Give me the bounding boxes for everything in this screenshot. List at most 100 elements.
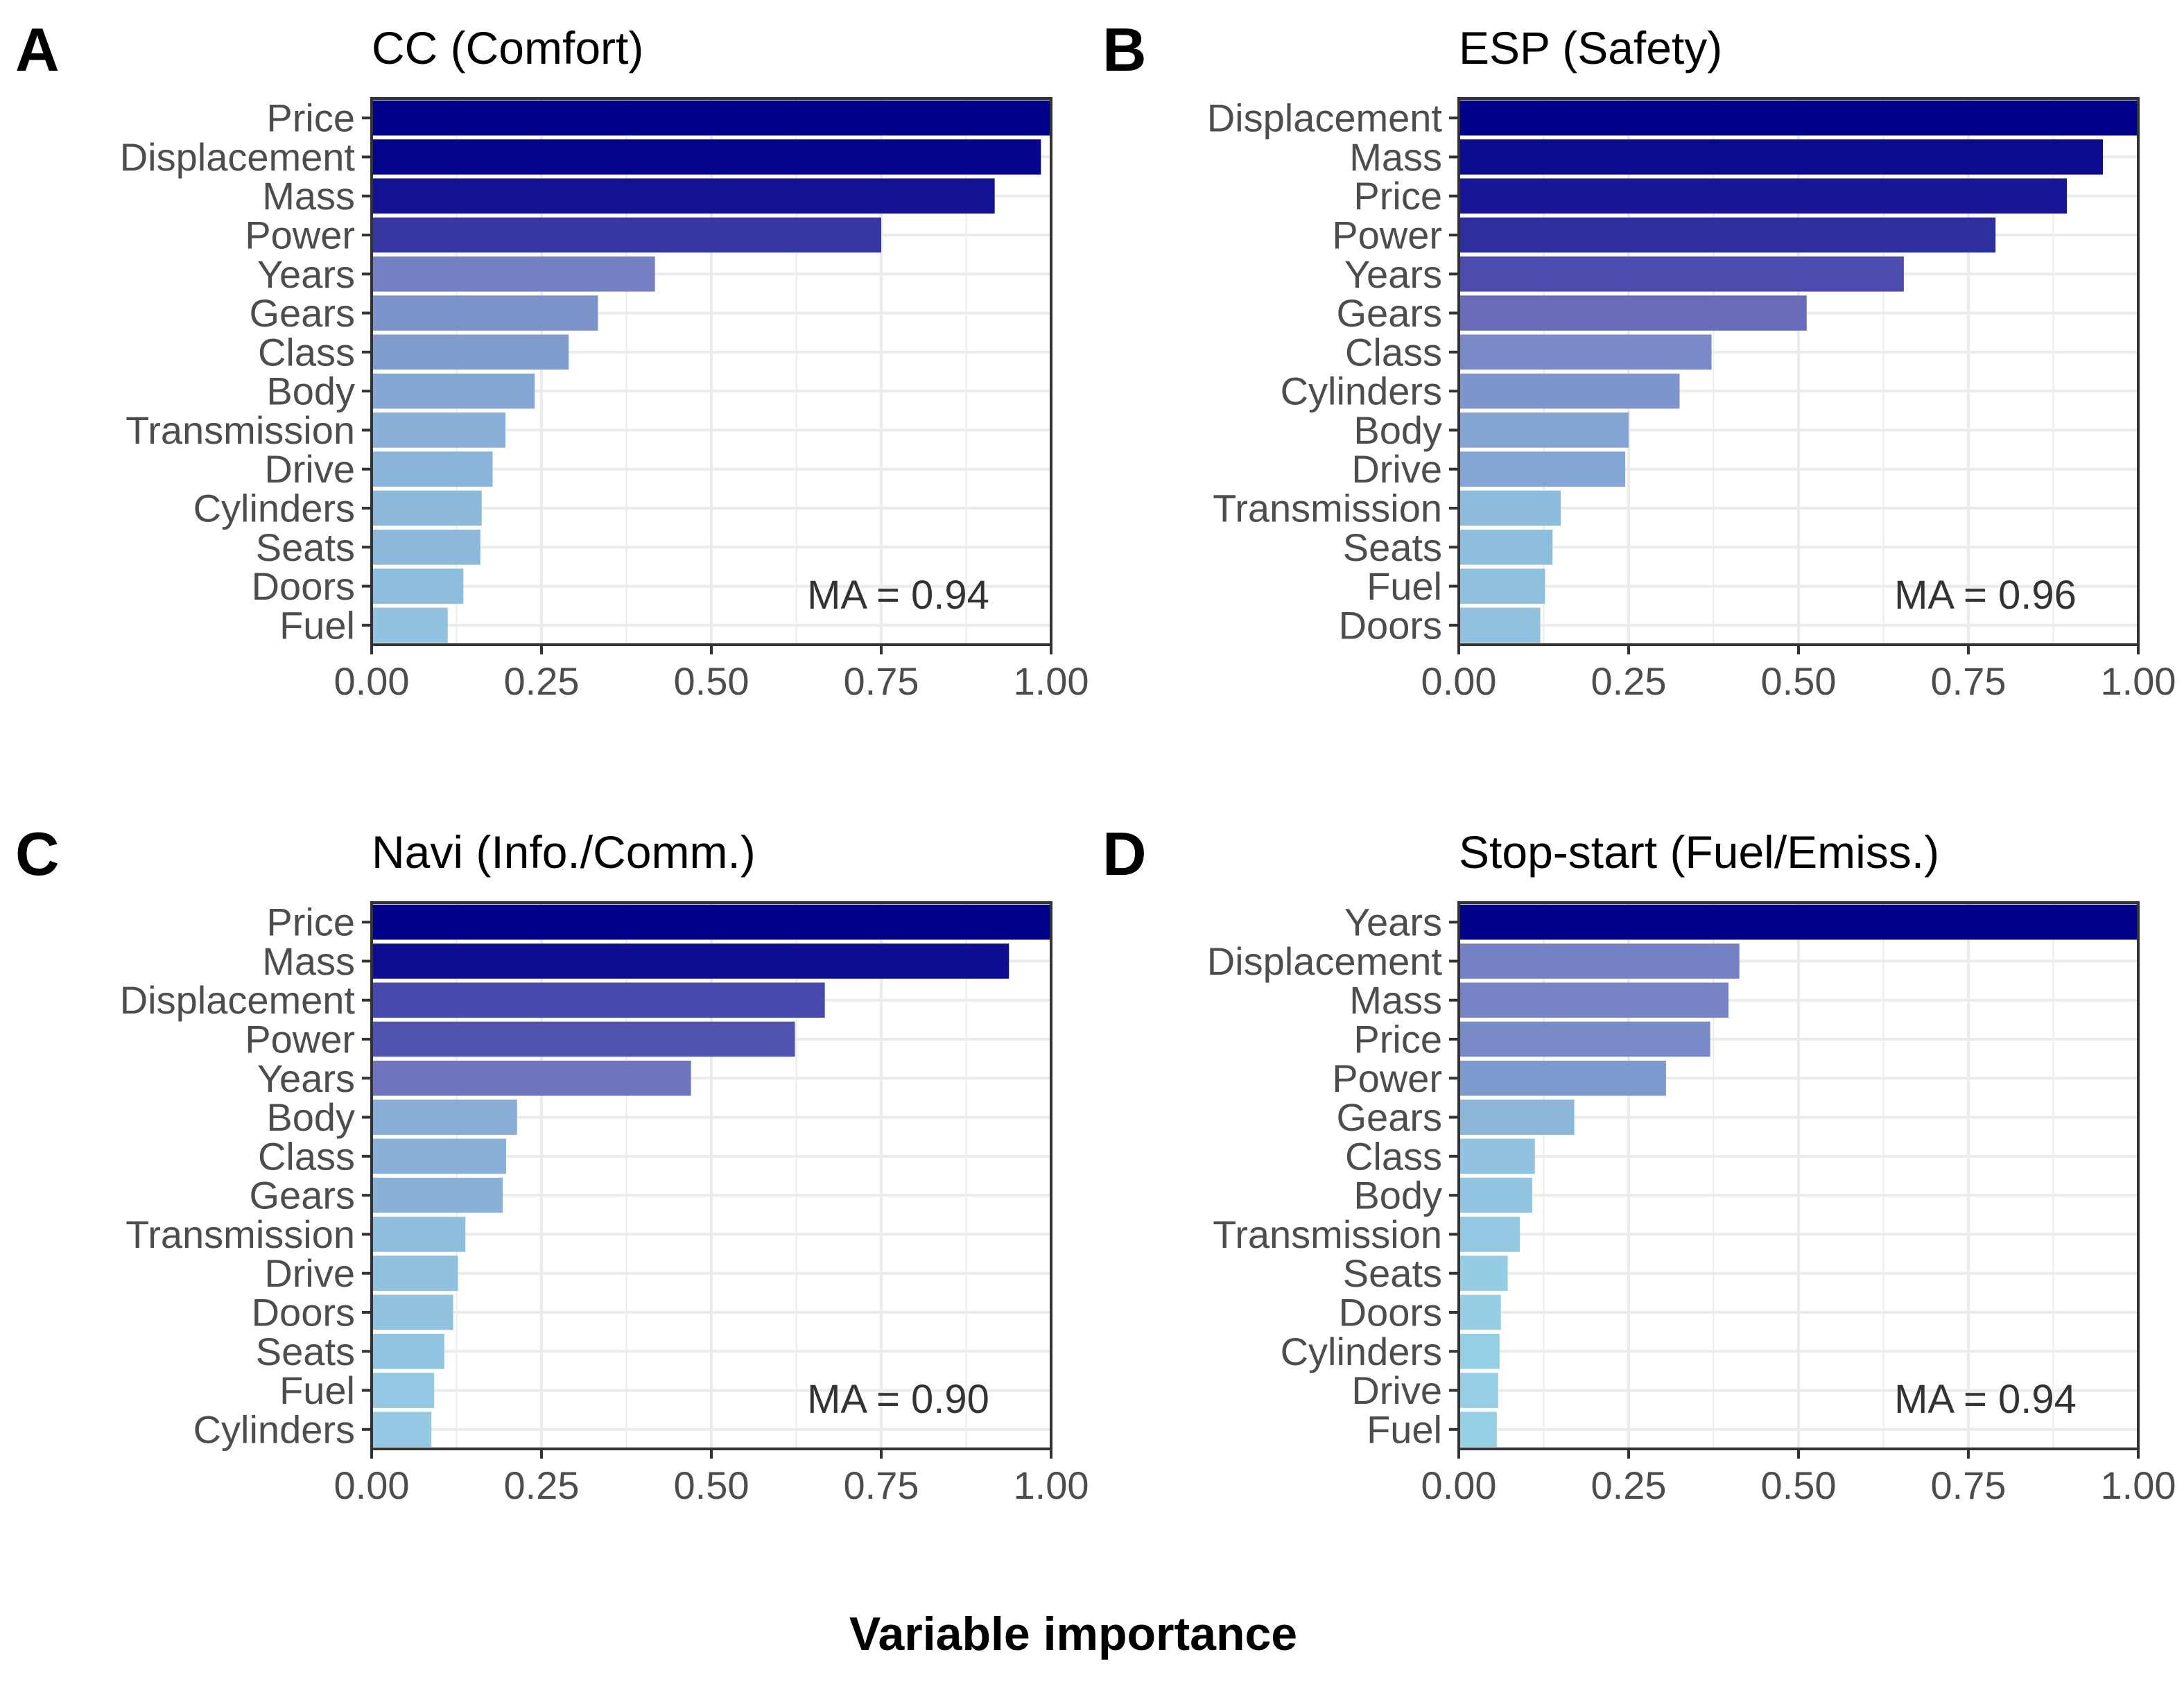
bar-displacement — [372, 139, 1041, 175]
bar-seats — [1459, 529, 1553, 565]
ma-annotation: MA = 0.94 — [807, 573, 989, 618]
bar-fuel — [1459, 1411, 1497, 1448]
category-label: Cylinders — [193, 487, 355, 530]
category-label: Displacement — [1207, 96, 1443, 140]
category-label: Seats — [256, 1330, 355, 1373]
panel-letter: D — [1102, 819, 1147, 888]
panel-letter: A — [15, 15, 60, 84]
bar-price — [1459, 178, 2068, 214]
bar-class — [1459, 334, 1712, 370]
category-label: Doors — [252, 1291, 355, 1335]
bar-doors — [1459, 607, 1541, 643]
category-label: Gears — [1337, 1095, 1443, 1139]
panel-title: ESP (Safety) — [1459, 22, 1722, 73]
bar-fuel — [1459, 568, 1545, 604]
category-label: Class — [1345, 330, 1442, 374]
bar-cylinders — [372, 490, 482, 526]
bar-years — [372, 1060, 691, 1096]
panel-title: CC (Comfort) — [372, 22, 643, 73]
category-label: Drive — [1351, 447, 1442, 491]
bar-seats — [372, 529, 480, 565]
bar-years — [372, 256, 655, 292]
category-label: Class — [258, 330, 355, 374]
x-tick-label: 0.00 — [334, 1463, 410, 1507]
bar-transmission — [372, 1217, 466, 1252]
bar-transmission — [1459, 1217, 1520, 1252]
x-tick-label: 0.50 — [674, 1463, 749, 1507]
bar-mass — [1459, 982, 1729, 1018]
category-label: Displacement — [120, 135, 356, 179]
category-label: Seats — [256, 525, 355, 569]
ma-annotation: MA = 0.90 — [807, 1377, 989, 1422]
bar-gears — [372, 1177, 503, 1213]
bar-years — [1459, 256, 1904, 292]
bar-power — [1459, 1060, 1666, 1096]
bar-fuel — [372, 607, 448, 643]
panel-letter: C — [15, 819, 60, 888]
bar-seats — [372, 1333, 444, 1369]
category-label: Power — [1332, 214, 1442, 257]
category-label: Doors — [252, 564, 355, 608]
category-label: Power — [1332, 1057, 1442, 1100]
category-label: Fuel — [279, 603, 355, 647]
category-label: Displacement — [120, 978, 356, 1022]
x-tick-label: 0.25 — [1591, 659, 1667, 703]
category-label: Price — [266, 901, 355, 944]
x-tick-label: 0.00 — [1421, 659, 1497, 703]
category-label: Drive — [264, 447, 355, 491]
bar-displacement — [372, 982, 825, 1018]
bar-cylinders — [372, 1411, 432, 1448]
panel-letter: B — [1102, 15, 1147, 84]
category-label: Years — [1344, 252, 1442, 296]
x-axis-title: Variable importance — [849, 1608, 1297, 1660]
category-label: Price — [1353, 1018, 1442, 1061]
bar-doors — [1459, 1294, 1501, 1330]
category-label: Power — [245, 214, 355, 257]
category-label: Years — [1344, 901, 1442, 944]
category-label: Seats — [1343, 1251, 1442, 1295]
bar-class — [372, 1138, 507, 1174]
x-tick-label: 0.50 — [1761, 1463, 1837, 1507]
x-tick-label: 0.50 — [674, 659, 749, 703]
category-label: Class — [258, 1134, 355, 1178]
bar-drive — [372, 451, 493, 487]
bar-cylinders — [1459, 1333, 1500, 1369]
category-label: Price — [1353, 174, 1442, 218]
category-label: Body — [1353, 408, 1442, 452]
panel-title: Navi (Info./Comm.) — [372, 826, 756, 878]
category-label: Price — [266, 96, 355, 140]
ma-annotation: MA = 0.96 — [1894, 573, 2077, 618]
x-tick-label: 0.75 — [844, 1463, 919, 1507]
bar-drive — [1459, 1373, 1498, 1408]
ma-annotation: MA = 0.94 — [1894, 1377, 2077, 1422]
bar-seats — [1459, 1255, 1508, 1292]
bar-price — [1459, 1021, 1710, 1057]
bar-mass — [372, 944, 1009, 979]
category-label: Displacement — [1207, 939, 1443, 983]
category-label: Cylinders — [1281, 1330, 1442, 1373]
category-label: Body — [266, 370, 355, 413]
category-label: Years — [257, 252, 355, 296]
category-label: Mass — [262, 939, 355, 983]
bar-transmission — [1459, 490, 1561, 526]
x-tick-label: 0.75 — [1931, 659, 2007, 703]
bar-body — [372, 1099, 517, 1135]
category-label: Fuel — [1367, 564, 1442, 608]
bar-fuel — [372, 1373, 435, 1408]
category-label: Class — [1345, 1134, 1442, 1178]
category-label: Fuel — [279, 1368, 355, 1412]
category-label: Transmission — [125, 1212, 355, 1256]
bar-power — [372, 217, 881, 253]
x-tick-label: 1.00 — [2101, 1463, 2176, 1507]
x-tick-label: 0.25 — [504, 659, 580, 703]
panel-d: D Stop-start (Fuel/Emiss.) YearsDisplaceme… — [1102, 819, 2176, 1507]
panel-title: Stop-start (Fuel/Emiss.) — [1459, 826, 1939, 878]
category-label: Drive — [264, 1251, 355, 1295]
panel-b: B ESP (Safety) DisplacementMassPricePowerY… — [1102, 15, 2176, 703]
x-tick-label: 0.00 — [334, 659, 410, 703]
x-tick-label: 0.25 — [504, 1463, 580, 1507]
category-label: Seats — [1343, 525, 1442, 569]
bar-years — [1459, 904, 2138, 940]
bar-body — [372, 373, 535, 409]
